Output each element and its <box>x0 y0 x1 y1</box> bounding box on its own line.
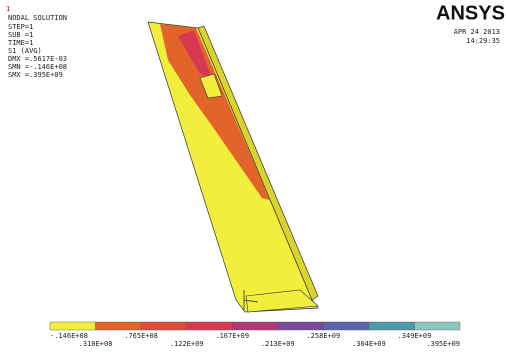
legend-swatch <box>187 322 233 330</box>
legend-label: .122E+09 <box>170 340 204 348</box>
viewport: -.146E+08.310E+08 .765E+08 .122E+09 .167E+0… <box>0 0 506 352</box>
legend-swatch <box>323 322 369 330</box>
legend-label: .765E+08 <box>124 332 158 340</box>
plot-title: NODAL SOLUTION <box>8 14 67 22</box>
info-line: SMN =-.146E+08 <box>8 63 67 71</box>
info-line: TIME=1 <box>8 39 33 47</box>
legend-swatch <box>414 322 460 330</box>
window-index: 1 <box>6 5 10 13</box>
legend-label: .304E+09 <box>352 340 386 348</box>
legend-swatch <box>232 322 278 330</box>
info-line: DMX =.5617E-03 <box>8 55 67 63</box>
legend-swatch <box>96 322 142 330</box>
info-line: SMX =.395E+09 <box>8 71 63 79</box>
info-line: S1 (AVG) <box>8 47 42 55</box>
legend-label: -.146E+08 <box>50 332 88 340</box>
legend-swatch <box>369 322 415 330</box>
legend-swatch <box>141 322 187 330</box>
legend-label: .213E+09 <box>261 340 295 348</box>
legend-swatch <box>278 322 324 330</box>
date: APR 24 2013 <box>454 28 500 36</box>
time: 14:29:35 <box>466 37 500 45</box>
legend-label: .349E+09 <box>398 332 432 340</box>
info-line: SUB =1 <box>8 31 33 39</box>
legend-label: .310E+08 <box>79 340 113 348</box>
legend-label: .258E+09 <box>306 332 340 340</box>
legend-swatch <box>50 322 96 330</box>
logo: ANSYS <box>436 2 505 24</box>
info-line: STEP=1 <box>8 23 33 31</box>
legend-label: .395E+09 <box>426 340 460 348</box>
legend-label: .167E+09 <box>215 332 249 340</box>
